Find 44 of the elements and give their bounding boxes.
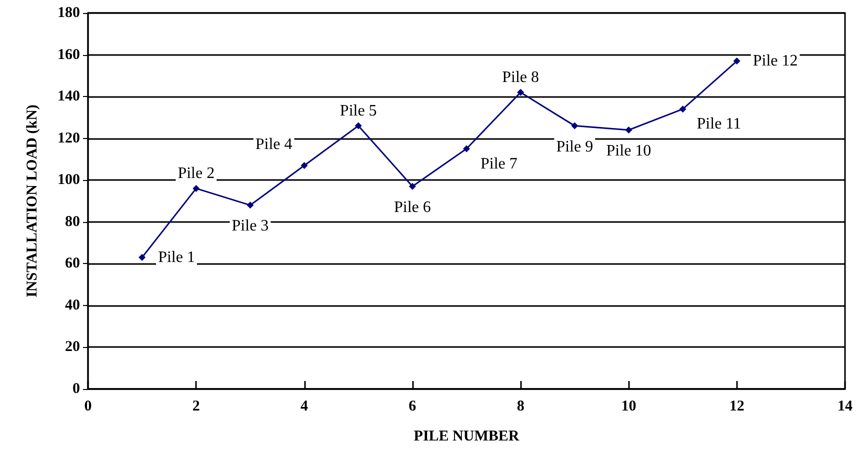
x-tick-label: 6 xyxy=(408,398,417,414)
y-tick-label: 40 xyxy=(65,297,80,314)
annotation: Pile 1 xyxy=(158,248,195,266)
annotation: Pile 10 xyxy=(606,142,652,160)
y-axis-title: INSTALLATION LOAD (kN) xyxy=(24,104,40,298)
point xyxy=(463,145,470,152)
annotation: Pile 8 xyxy=(502,68,540,86)
annotation: Pile 6 xyxy=(394,198,431,216)
y-tick-label: 180 xyxy=(58,5,80,21)
point xyxy=(625,126,632,134)
y-tick-label: 140 xyxy=(58,88,80,105)
y-tick-label: 160 xyxy=(58,46,80,63)
point xyxy=(408,182,416,190)
annotation: Pile 5 xyxy=(340,102,377,120)
point xyxy=(733,58,740,65)
y-tick-label: 20 xyxy=(65,339,80,356)
point xyxy=(138,254,146,261)
x-tick-label: 4 xyxy=(300,398,309,414)
x-tick-label: 14 xyxy=(838,398,853,414)
annotation: Pile 7 xyxy=(480,155,518,172)
annotation: Pile 3 xyxy=(232,218,269,235)
x-tick-label: 2 xyxy=(192,398,200,414)
y-tick-label: 0 xyxy=(72,381,80,397)
point xyxy=(300,162,308,169)
y-tick-label: 80 xyxy=(65,214,80,230)
point xyxy=(192,184,200,192)
point xyxy=(517,88,524,96)
x-tick-label: 12 xyxy=(729,398,744,414)
annotation: Pile 2 xyxy=(178,164,215,182)
x-tick-label: 8 xyxy=(516,398,524,414)
annotation: Pile 11 xyxy=(696,116,742,133)
y-tick-label: 100 xyxy=(58,172,80,188)
x-axis-title: PILE NUMBER xyxy=(414,428,520,444)
point xyxy=(354,122,362,130)
annotation: Pile 4 xyxy=(255,136,292,153)
point xyxy=(246,202,254,209)
y-tick-label: 120 xyxy=(58,130,80,146)
point xyxy=(679,106,686,113)
annotation: Pile 12 xyxy=(752,52,798,70)
y-tick-label: 60 xyxy=(65,256,80,272)
annotation: Pile 9 xyxy=(556,138,594,156)
x-tick-label: 0 xyxy=(84,398,92,414)
x-tick-label: 10 xyxy=(621,398,636,414)
point xyxy=(571,122,578,130)
